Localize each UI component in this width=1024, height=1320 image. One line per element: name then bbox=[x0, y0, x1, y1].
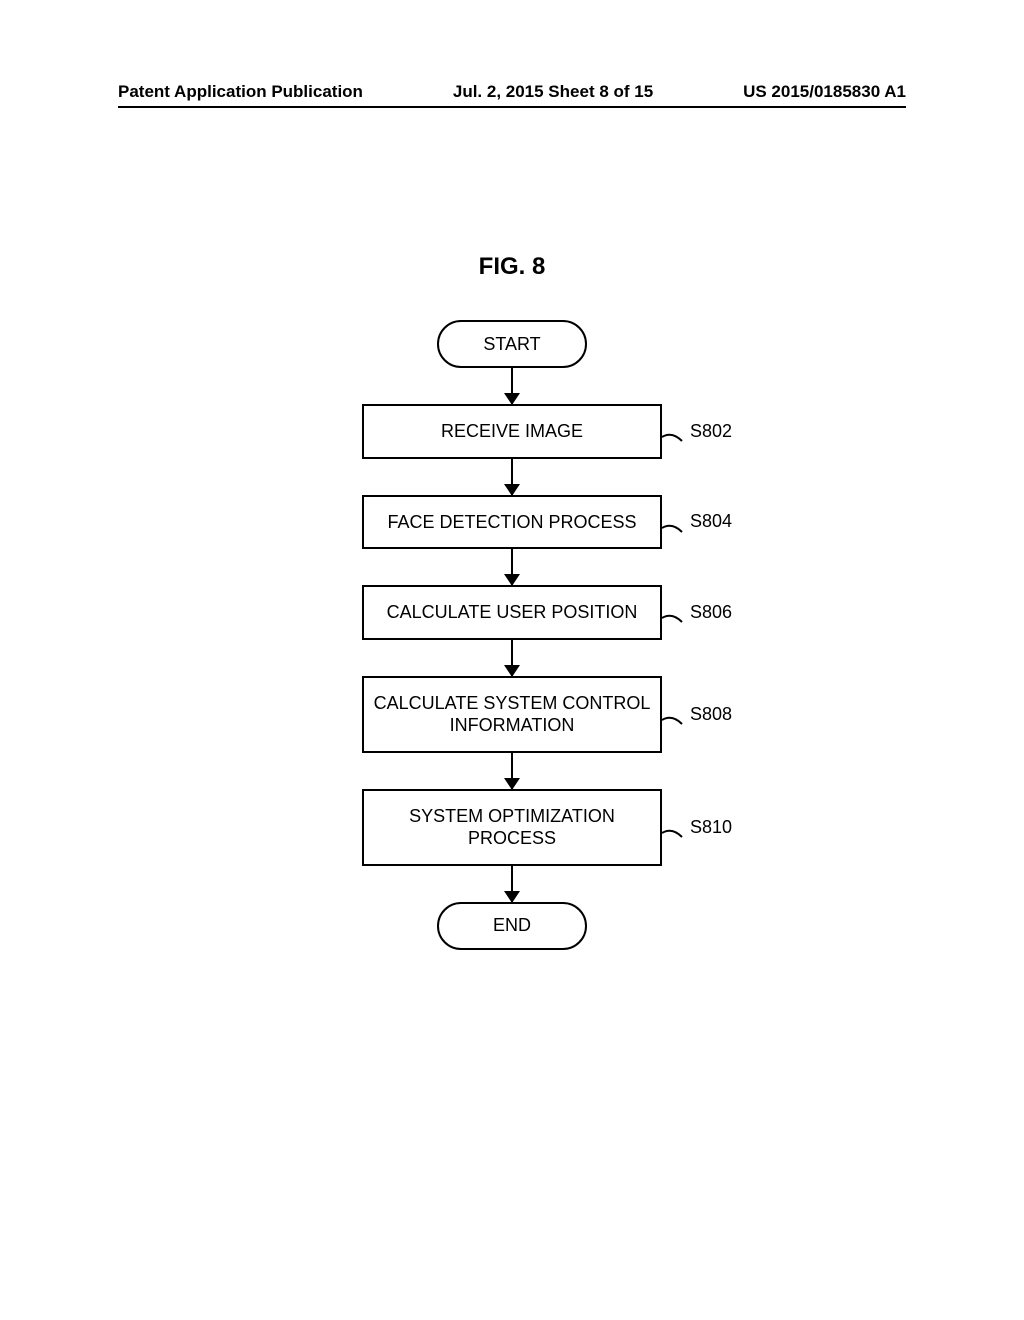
header-right: US 2015/0185830 A1 bbox=[743, 82, 906, 102]
node-end: END bbox=[437, 902, 587, 950]
arrow-icon bbox=[511, 866, 514, 902]
node-s806: CALCULATE USER POSITION S806 bbox=[362, 585, 662, 640]
node-s804: FACE DETECTION PROCESS S804 bbox=[362, 495, 662, 550]
arrow-icon bbox=[511, 640, 514, 676]
arrow-icon bbox=[511, 549, 514, 585]
step-label: S810 bbox=[690, 817, 732, 838]
terminator-end: END bbox=[437, 902, 587, 950]
process-system-optimization: SYSTEM OPTIMIZATION PROCESS bbox=[362, 789, 662, 866]
step-label: S804 bbox=[690, 511, 732, 532]
process-calc-user-position: CALCULATE USER POSITION bbox=[362, 585, 662, 640]
node-start: START bbox=[437, 320, 587, 368]
header-center: Jul. 2, 2015 Sheet 8 of 15 bbox=[453, 82, 653, 102]
node-s810: SYSTEM OPTIMIZATION PROCESS S810 bbox=[362, 789, 662, 866]
node-s808: CALCULATE SYSTEM CONTROL INFORMATION S80… bbox=[362, 676, 662, 753]
process-calc-system-control: CALCULATE SYSTEM CONTROL INFORMATION bbox=[362, 676, 662, 753]
step-label: S802 bbox=[690, 421, 732, 442]
connector-icon bbox=[662, 827, 686, 845]
header-rule bbox=[118, 106, 906, 108]
process-face-detection: FACE DETECTION PROCESS bbox=[362, 495, 662, 550]
flowchart: START RECEIVE IMAGE S802 FACE DETECTION … bbox=[0, 320, 1024, 950]
step-label: S808 bbox=[690, 704, 732, 725]
arrow-icon bbox=[511, 753, 514, 789]
step-label: S806 bbox=[690, 602, 732, 623]
connector-icon bbox=[662, 522, 686, 540]
connector-icon bbox=[662, 612, 686, 630]
connector-icon bbox=[662, 714, 686, 732]
figure-title: FIG. 8 bbox=[0, 253, 1024, 281]
arrow-icon bbox=[511, 368, 514, 404]
header-left: Patent Application Publication bbox=[118, 82, 363, 102]
connector-icon bbox=[662, 431, 686, 449]
terminator-start: START bbox=[437, 320, 587, 368]
arrow-icon bbox=[511, 459, 514, 495]
page-header: Patent Application Publication Jul. 2, 2… bbox=[118, 82, 906, 102]
node-s802: RECEIVE IMAGE S802 bbox=[362, 404, 662, 459]
process-receive-image: RECEIVE IMAGE bbox=[362, 404, 662, 459]
